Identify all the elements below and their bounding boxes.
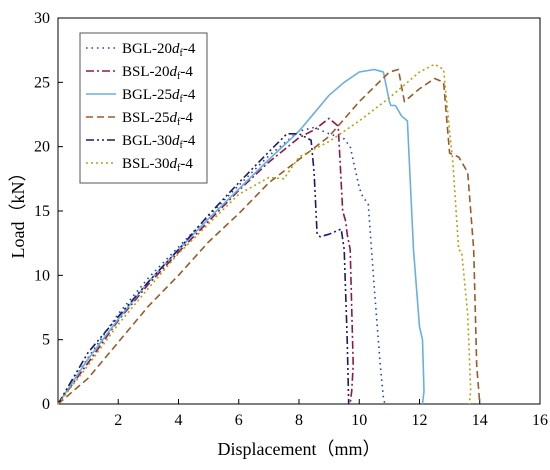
series-line-2 <box>57 68 425 405</box>
x-tick-label: 14 <box>472 412 488 429</box>
series-line-5 <box>57 63 472 405</box>
y-tick-label: 5 <box>42 332 50 349</box>
y-tick-label: 15 <box>34 203 50 220</box>
y-tick-label: 0 <box>42 396 50 413</box>
y-tick-label: 30 <box>34 10 50 27</box>
x-tick-label: 10 <box>351 412 367 429</box>
series-line-1 <box>57 117 355 405</box>
x-tick-label: 16 <box>532 412 548 429</box>
legend: BGL-20df-4 BSL-20df-4 BGL-25df-4 BSL-25df-4… <box>79 32 208 184</box>
x-tick-label: 12 <box>412 412 428 429</box>
y-tick-label: 25 <box>34 74 50 91</box>
y-tick-label: 10 <box>34 267 50 284</box>
series-lines <box>57 63 481 405</box>
y-axis-title: Load（kN） <box>8 164 28 259</box>
x-axis-title: Displacement（mm） <box>218 439 381 459</box>
legend-label-2: BGL-25df-4 <box>122 87 196 105</box>
axis-ticks: 2 4 6 8 10 12 14 16 0 5 10 15 20 25 30 <box>34 10 548 429</box>
x-tick-label: 2 <box>114 412 122 429</box>
x-tick-label: 6 <box>235 412 243 429</box>
y-tick-label: 20 <box>34 139 50 156</box>
x-tick-label: 4 <box>175 412 183 429</box>
legend-label-3: BSL-25df-4 <box>122 110 193 128</box>
legend-box <box>79 32 208 184</box>
legend-label-1: BSL-20df-4 <box>122 64 193 82</box>
legend-label-5: BSL-30df-4 <box>122 156 193 174</box>
series-line-4 <box>57 133 350 405</box>
legend-label-4: BGL-30df-4 <box>122 133 196 151</box>
x-tick-label: 8 <box>295 412 303 429</box>
legend-label-0: BGL-20df-4 <box>122 41 196 59</box>
